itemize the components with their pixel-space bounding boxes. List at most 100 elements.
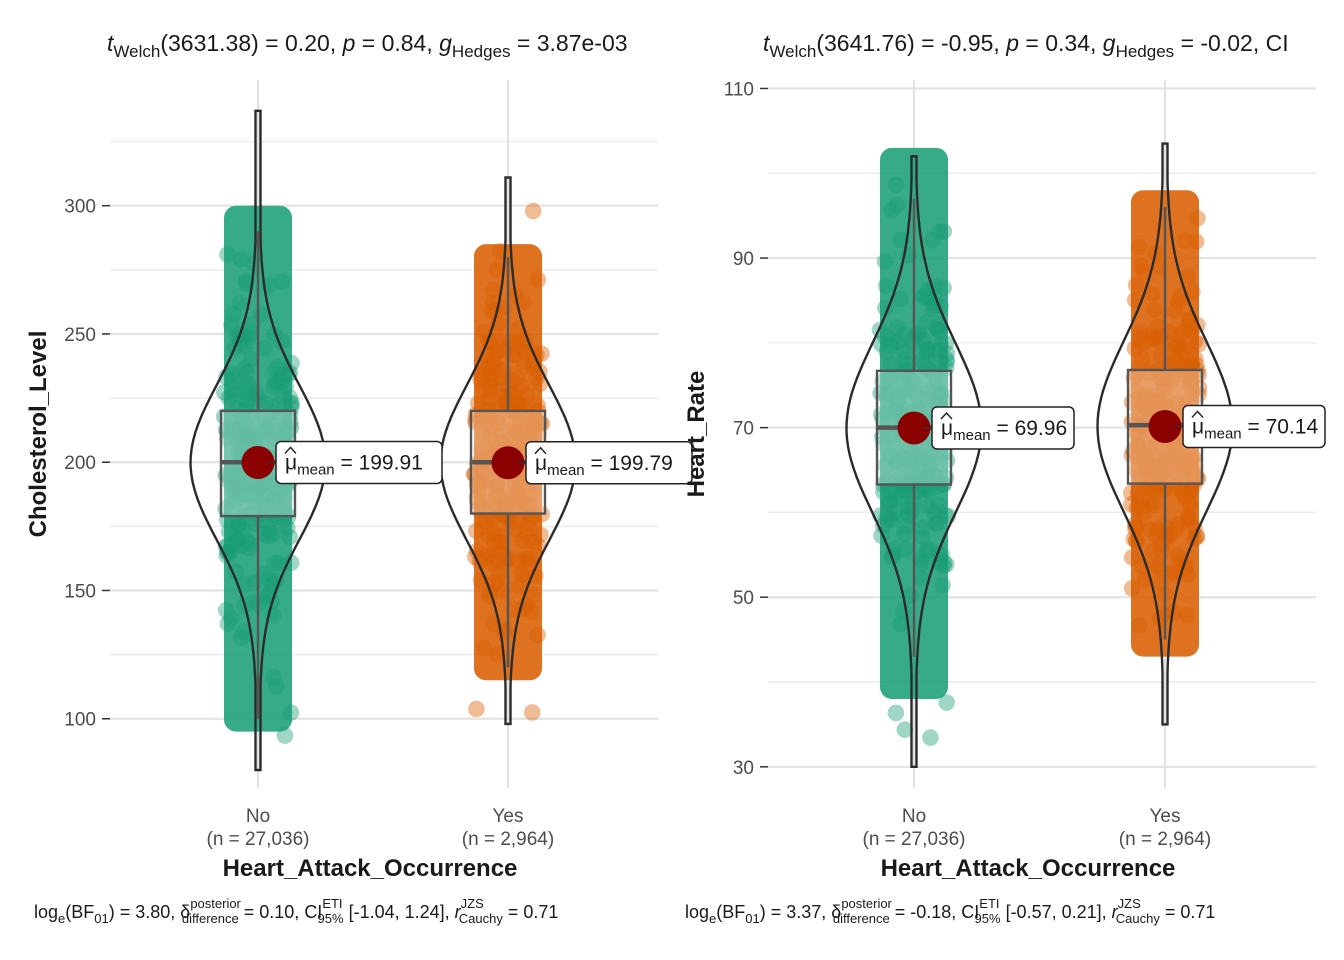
data-point <box>477 512 494 530</box>
data-point <box>874 410 891 428</box>
data-point <box>268 373 286 391</box>
data-point <box>872 335 890 353</box>
data-point <box>883 331 901 349</box>
data-point <box>921 454 938 472</box>
data-point <box>887 487 905 505</box>
data-point <box>897 518 915 536</box>
data-point <box>880 492 898 510</box>
data-point <box>1176 232 1194 250</box>
data-point <box>219 430 236 448</box>
data-point <box>505 600 522 618</box>
data-point <box>231 440 249 458</box>
data-point <box>1184 283 1201 301</box>
data-point <box>242 422 260 440</box>
data-point <box>1129 484 1147 502</box>
data-point <box>509 396 526 413</box>
data-point <box>1167 455 1185 473</box>
data-point <box>247 475 265 493</box>
data-point <box>234 429 252 447</box>
data-point <box>256 504 274 522</box>
data-point <box>520 515 538 532</box>
data-point <box>508 551 526 569</box>
data-point <box>1138 457 1156 475</box>
data-point <box>503 488 520 506</box>
data-point <box>925 392 943 409</box>
data-point <box>493 369 511 387</box>
data-point <box>877 473 895 490</box>
data-point <box>1179 510 1197 528</box>
data-point <box>505 420 523 437</box>
data-point <box>885 504 903 521</box>
data-point <box>935 223 953 240</box>
data-point <box>1186 456 1204 473</box>
data-point <box>277 504 295 522</box>
data-point <box>527 410 544 428</box>
data-point <box>1168 395 1185 413</box>
data-point <box>1155 376 1172 393</box>
x-count-label: (n = 2,964) <box>1119 829 1211 850</box>
data-point <box>896 325 914 343</box>
data-point <box>235 623 252 640</box>
data-point <box>909 388 926 406</box>
data-point <box>239 391 257 409</box>
data-point <box>1152 369 1169 387</box>
data-point <box>507 476 524 494</box>
data-point <box>268 423 285 441</box>
data-point <box>919 541 937 558</box>
data-point <box>1141 438 1158 456</box>
data-point <box>472 370 489 388</box>
data-point <box>488 485 505 502</box>
data-point <box>523 486 541 503</box>
data-point <box>1135 388 1153 406</box>
data-point <box>913 352 930 369</box>
data-point <box>258 526 275 544</box>
data-point <box>261 527 279 545</box>
data-point <box>1187 233 1205 250</box>
data-point <box>1186 464 1203 481</box>
violin-no <box>845 155 983 768</box>
data-point <box>233 629 250 646</box>
data-point <box>224 536 242 554</box>
data-point <box>529 626 546 644</box>
data-point <box>938 353 956 371</box>
data-point <box>481 384 499 401</box>
data-point <box>1133 257 1150 275</box>
data-point <box>514 532 531 549</box>
data-point <box>515 358 533 375</box>
data-point <box>1178 606 1196 624</box>
x-tick-label: No <box>902 806 926 827</box>
data-point <box>1133 492 1151 509</box>
data-point <box>929 477 946 495</box>
data-point <box>1156 380 1173 398</box>
data-point <box>930 353 948 370</box>
data-point <box>468 489 486 506</box>
data-point <box>488 410 506 428</box>
data-point <box>1173 481 1190 499</box>
data-point <box>529 414 547 431</box>
data-point <box>1149 557 1167 574</box>
data-point <box>226 491 244 509</box>
data-point <box>915 391 933 408</box>
data-point <box>226 491 243 509</box>
data-point <box>925 365 942 382</box>
data-point <box>937 507 955 525</box>
data-point <box>888 319 906 336</box>
data-point <box>239 429 257 447</box>
data-point <box>919 339 936 357</box>
data-point <box>496 499 514 517</box>
data-point <box>930 341 947 359</box>
data-point <box>1138 455 1156 473</box>
x-count-label: (n = 27,036) <box>863 829 966 850</box>
data-point <box>895 365 913 382</box>
data-point <box>1157 363 1174 381</box>
data-point <box>1184 450 1202 467</box>
panel-caption: loge(BF01) = 3.80, δposterior difference … <box>34 896 558 926</box>
data-point <box>517 550 534 567</box>
data-point <box>517 524 534 541</box>
data-point <box>233 485 251 503</box>
data-point <box>1155 454 1173 472</box>
data-point <box>256 340 273 357</box>
data-point <box>220 472 238 490</box>
data-point <box>878 388 896 406</box>
data-point <box>235 486 253 504</box>
